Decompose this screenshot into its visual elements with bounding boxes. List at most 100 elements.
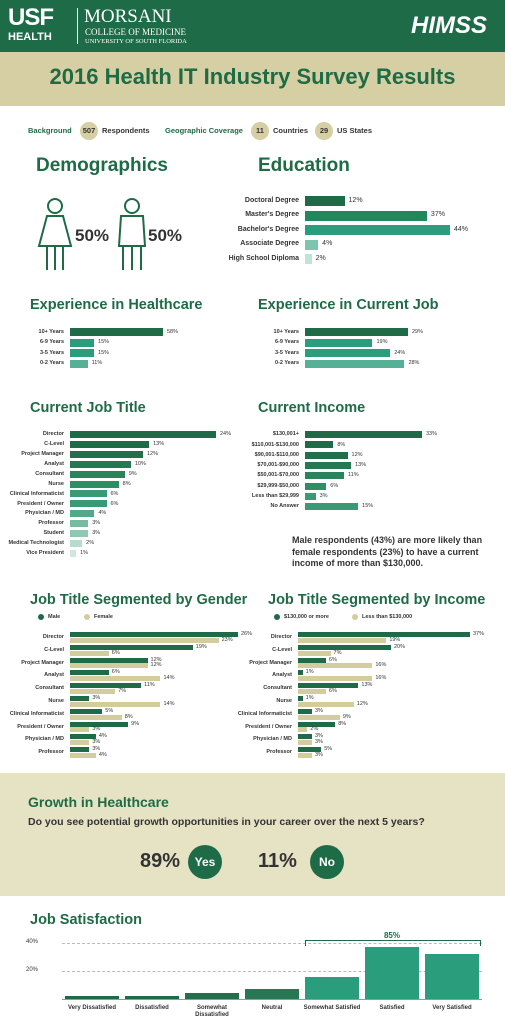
bar-label: 10+ Years (273, 328, 299, 335)
bar (305, 441, 334, 449)
bar (70, 530, 89, 537)
legend-swatch (352, 614, 358, 620)
bar-label: High School Diploma (228, 254, 299, 262)
value-label: 24% (220, 431, 232, 438)
value-label: 12% (356, 700, 368, 707)
bar-label: $50,001-$70,000 (257, 472, 299, 479)
bar (305, 225, 450, 235)
bar-label: Clinical Informaticist (9, 710, 64, 717)
x-tick-label: Very Dissatisfied (67, 1005, 117, 1011)
value-label: 58% (167, 328, 179, 335)
bar (245, 989, 299, 999)
bar-label: Consultant (35, 685, 64, 692)
college-line2: COLLEGE OF MEDICINE (85, 27, 186, 37)
value-label: 3% (314, 739, 323, 746)
growth-title: Growth in Healthcare (28, 794, 169, 810)
bar (70, 470, 125, 478)
bar-label: 6-9 Years (274, 339, 299, 346)
bar (305, 492, 316, 500)
chart-title: Current Job Title (30, 400, 146, 416)
income-note: Male respondents (43%) are more likely t… (292, 535, 483, 569)
bar-label: Vice President (26, 550, 64, 556)
value-label: 5% (105, 707, 114, 714)
bar (298, 696, 303, 701)
male-share: 50% (148, 226, 183, 245)
bar (298, 708, 312, 714)
bar-label: C-Level (44, 646, 64, 653)
bar (70, 753, 96, 758)
bar (70, 510, 95, 518)
no-badge: No (310, 845, 344, 879)
bar-label: 3-5 Years (39, 349, 64, 356)
value-label: 3% (92, 739, 101, 746)
logo-sub: HEALTH (8, 31, 52, 43)
section-title: Demographics (36, 155, 168, 176)
bar (70, 657, 148, 663)
title-band (0, 52, 505, 106)
value-label: 9% (131, 720, 140, 727)
bar-label: 6-9 Years (39, 339, 64, 346)
bar (298, 747, 322, 753)
y-tick-label: 40% (25, 939, 38, 945)
bar (425, 954, 479, 999)
bar-label: Physician / MD (253, 736, 292, 743)
stat-label: Geographic Coverage (165, 126, 243, 135)
value-label: 12% (147, 451, 159, 457)
value-label: 14% (163, 700, 175, 707)
bar (305, 461, 352, 469)
legend-label: $130,000 or more (284, 614, 329, 620)
value-label: 3% (319, 493, 328, 499)
bar (70, 670, 109, 676)
bar (70, 520, 89, 528)
value-label: 4% (322, 240, 333, 248)
bar-label: President / Owner (17, 723, 64, 730)
bar (70, 689, 116, 694)
legend-swatch (274, 614, 280, 620)
stat-circle: 507 (80, 122, 98, 140)
bar-label: $130,001+ (272, 431, 299, 438)
bar (70, 359, 88, 368)
value-label: 19% (195, 643, 207, 650)
bar (70, 650, 109, 656)
value-label: 3% (92, 695, 101, 701)
x-tick-label: Neutral (261, 1005, 283, 1011)
value-label: 9% (342, 713, 351, 720)
value-label: 4% (98, 733, 107, 740)
value-label: 2% (86, 540, 95, 547)
female-share: 50% (75, 226, 110, 245)
bar (70, 721, 129, 727)
value-label: 6% (110, 500, 119, 507)
college-name: MORSANI (84, 6, 172, 27)
chart-title: Job Title Segmented by Income (268, 592, 486, 608)
growth-band (0, 773, 505, 896)
bar (70, 328, 163, 336)
bar (305, 976, 359, 999)
grid-line (62, 943, 482, 944)
bar (298, 663, 373, 669)
legend-swatch (84, 614, 90, 620)
bar (70, 440, 150, 448)
bar (70, 632, 238, 637)
chart-title: Current Income (258, 400, 366, 416)
bar (125, 996, 179, 999)
value-label: 9% (128, 470, 137, 477)
stat-unit: US States (337, 126, 373, 135)
bar (305, 451, 348, 459)
value-label: 13% (153, 441, 165, 448)
bar-label: Consultant (263, 685, 292, 692)
bar-label: Nurse (276, 698, 292, 704)
value-label: 5% (324, 746, 333, 753)
logo-main: USF (8, 4, 54, 31)
value-label: 7% (118, 688, 127, 694)
bar-label: Analyst (44, 672, 64, 679)
bar-label: Medical Technologist (8, 540, 64, 547)
bar (70, 500, 107, 508)
value-label: 15% (98, 349, 110, 356)
bar (298, 753, 312, 758)
bar-label: Professor (38, 520, 64, 527)
value-label: 2% (315, 254, 326, 262)
bar-label: Clinical Informaticist (237, 710, 292, 717)
bar-label: Project Manager (21, 451, 64, 457)
bar (305, 431, 422, 438)
value-label: 26% (241, 631, 253, 637)
